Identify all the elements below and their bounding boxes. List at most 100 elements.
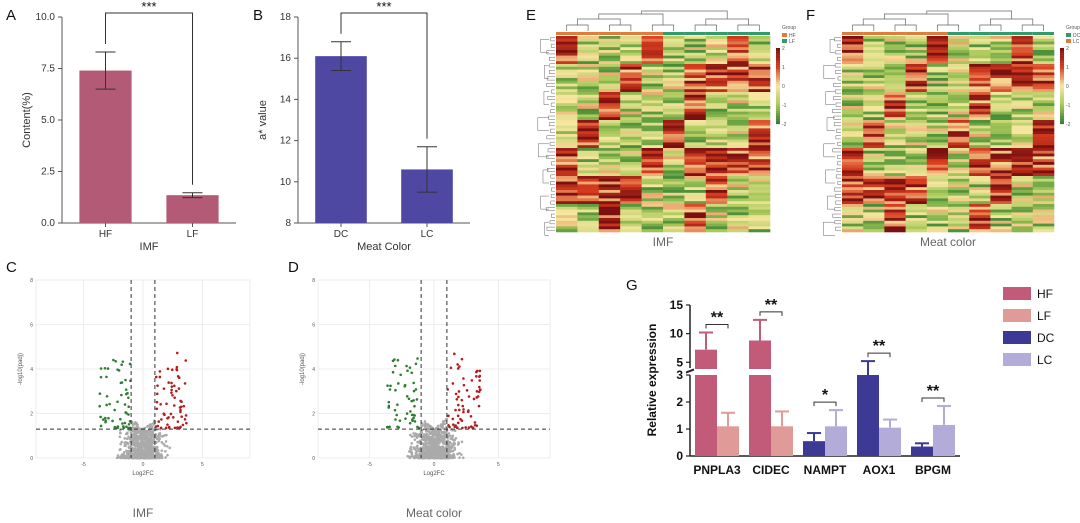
heatmap-cell xyxy=(948,61,970,65)
point-not-significant xyxy=(417,455,421,459)
heatmap-cell xyxy=(641,204,664,208)
point-up-regulated xyxy=(475,390,479,393)
color-scale-segment xyxy=(776,106,780,109)
heatmap-cell xyxy=(620,80,642,84)
heatmap-cell xyxy=(926,86,949,90)
heatmap-cell xyxy=(863,156,885,160)
point-not-significant xyxy=(152,448,155,451)
heatmap-cell xyxy=(990,201,1012,205)
point-down-regulated xyxy=(98,392,102,395)
heatmap-cell xyxy=(926,229,949,233)
significance-marker: * xyxy=(822,387,829,404)
point-not-significant xyxy=(452,441,456,445)
heatmap-cell xyxy=(948,153,970,157)
y-tick-label: 4 xyxy=(30,367,33,373)
heatmap-cell xyxy=(727,106,749,110)
heatmap-cell xyxy=(620,206,642,210)
heatmap-cell xyxy=(842,58,864,62)
color-scale-segment xyxy=(776,93,780,96)
color-scale-segment xyxy=(776,101,780,104)
heatmap-cell xyxy=(1032,215,1055,219)
point-down-regulated xyxy=(406,369,409,373)
heatmap-cell xyxy=(684,114,707,118)
point-not-significant xyxy=(443,441,447,444)
heatmap-cell xyxy=(705,173,728,177)
heatmap-cell xyxy=(620,55,642,59)
point-down-regulated xyxy=(105,394,109,398)
heatmap-cell xyxy=(641,128,664,132)
heatmap-cell xyxy=(727,58,749,62)
heatmap-cell xyxy=(577,218,600,222)
heatmap-cell xyxy=(598,47,621,51)
color-scale-segment xyxy=(776,122,780,125)
heatmap-cell xyxy=(556,80,578,84)
heatmap-cell xyxy=(684,69,707,73)
y-tick-label: 15 xyxy=(670,298,684,312)
heatmap-cell xyxy=(684,58,707,62)
legend-label-lc: LC xyxy=(1037,353,1053,367)
point-not-significant xyxy=(135,422,138,426)
panel-label-g: G xyxy=(626,277,638,294)
heatmap-cell xyxy=(926,195,949,199)
heatmap-cell xyxy=(705,150,728,154)
heatmap-cell xyxy=(969,195,991,199)
heatmap-cell xyxy=(905,80,928,84)
heatmap-cell xyxy=(990,41,1012,45)
heatmap-cell xyxy=(620,131,642,135)
heatmap-cell xyxy=(748,187,771,191)
heatmap-cell xyxy=(620,162,642,166)
heatmap-cell xyxy=(705,142,728,146)
point-up-regulated xyxy=(170,368,174,371)
group-annotation-cell xyxy=(684,32,706,35)
heatmap-cell xyxy=(948,97,970,101)
heatmap-cell xyxy=(926,75,949,79)
heatmap-cell xyxy=(863,142,885,146)
heatmap-cell xyxy=(926,156,949,160)
point-not-significant xyxy=(458,456,461,459)
point-up-regulated xyxy=(181,423,185,427)
heatmap-cell xyxy=(705,64,728,68)
point-not-significant xyxy=(160,441,164,444)
heatmap-cell xyxy=(641,145,664,149)
heatmap-cell xyxy=(905,181,928,185)
heatmap-cell xyxy=(727,192,749,196)
panel-label-a: A xyxy=(6,7,16,24)
heatmap-cell xyxy=(842,204,864,208)
heatmap-cell xyxy=(884,114,906,118)
heatmap-cell xyxy=(556,69,578,73)
heatmap-cell xyxy=(926,139,949,143)
y-axis-title: Content(%) xyxy=(21,92,33,148)
color-scale-segment xyxy=(776,87,780,90)
point-not-significant xyxy=(443,433,447,436)
heatmap-cell xyxy=(620,97,642,101)
heatmap-cell xyxy=(556,106,578,110)
x-tick-label: 0 xyxy=(142,462,145,468)
heatmap-cell xyxy=(1011,223,1034,227)
heatmap-cell xyxy=(926,215,949,219)
heatmap-cell xyxy=(705,50,728,54)
heatmap-cell xyxy=(1032,108,1055,112)
heatmap-cell xyxy=(969,61,991,65)
heatmap-cell xyxy=(1011,52,1034,56)
heatmap-cell xyxy=(556,218,578,222)
heatmap-cell xyxy=(842,201,864,205)
point-not-significant xyxy=(435,447,438,450)
point-down-regulated xyxy=(394,418,397,421)
heatmap-cell xyxy=(577,97,600,101)
heatmap-cell xyxy=(705,153,728,157)
point-not-significant xyxy=(457,442,460,445)
heatmap-cell xyxy=(727,108,749,112)
heatmap-cell xyxy=(727,223,749,227)
point-not-significant xyxy=(135,426,139,430)
point-up-regulated xyxy=(473,423,477,427)
heatmap-cell xyxy=(1032,201,1055,205)
heatmap-cell xyxy=(620,114,642,118)
heatmap-cell xyxy=(684,215,707,219)
heatmap-cell xyxy=(577,86,600,90)
panel-caption: IMF xyxy=(653,235,674,249)
point-not-significant xyxy=(160,435,164,438)
point-not-significant xyxy=(123,456,126,460)
heatmap-cell xyxy=(884,64,906,68)
heatmap-cell xyxy=(905,136,928,140)
heatmap-cell xyxy=(663,136,685,140)
